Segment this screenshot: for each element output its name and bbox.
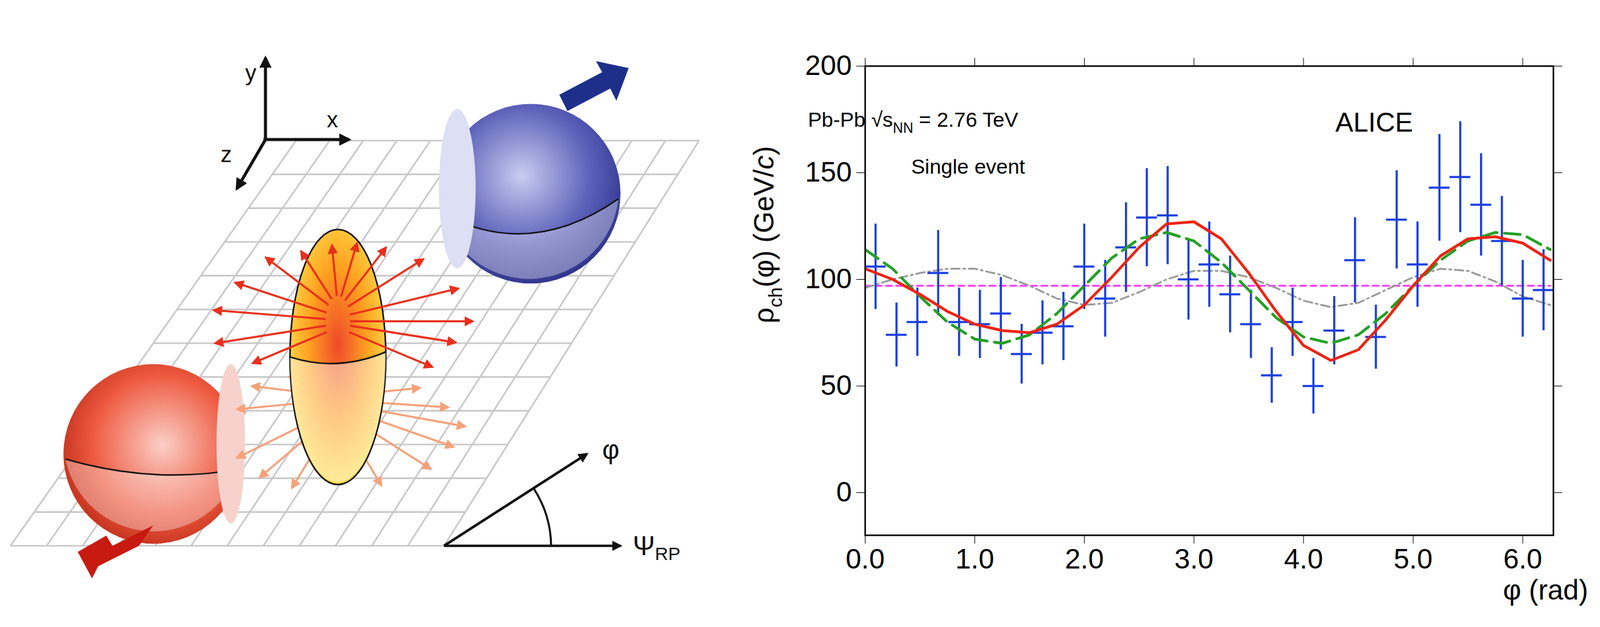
- svg-text:6.0: 6.0: [1503, 542, 1543, 575]
- svg-text:1.0: 1.0: [955, 542, 994, 575]
- svg-text:φ: φ: [602, 434, 620, 465]
- svg-text:3.0: 3.0: [1174, 542, 1214, 575]
- svg-text:φ (rad): φ (rad): [1503, 573, 1589, 606]
- svg-text:z: z: [220, 141, 232, 167]
- svg-text:5.0: 5.0: [1393, 542, 1433, 575]
- svg-text:y: y: [244, 60, 257, 86]
- svg-text:x: x: [326, 107, 339, 133]
- svg-text:0.0: 0.0: [845, 542, 885, 575]
- svg-text:Single event: Single event: [911, 154, 1026, 178]
- svg-text:0: 0: [836, 475, 853, 508]
- svg-text:ρch(φ) (GeV/c): ρch(φ) (GeV/c): [747, 146, 787, 324]
- svg-text:ALICE: ALICE: [1335, 107, 1414, 138]
- svg-text:4.0: 4.0: [1283, 542, 1323, 575]
- svg-text:Pb-Pb √sNN = 2.76 TeV: Pb-Pb √sNN = 2.76 TeV: [807, 107, 1019, 136]
- svg-text:50: 50: [820, 369, 852, 401]
- svg-text:ΨRP: ΨRP: [632, 531, 681, 564]
- svg-text:2.0: 2.0: [1064, 542, 1104, 575]
- svg-text:100: 100: [805, 262, 853, 295]
- svg-text:200: 200: [805, 49, 853, 82]
- svg-text:150: 150: [805, 155, 853, 188]
